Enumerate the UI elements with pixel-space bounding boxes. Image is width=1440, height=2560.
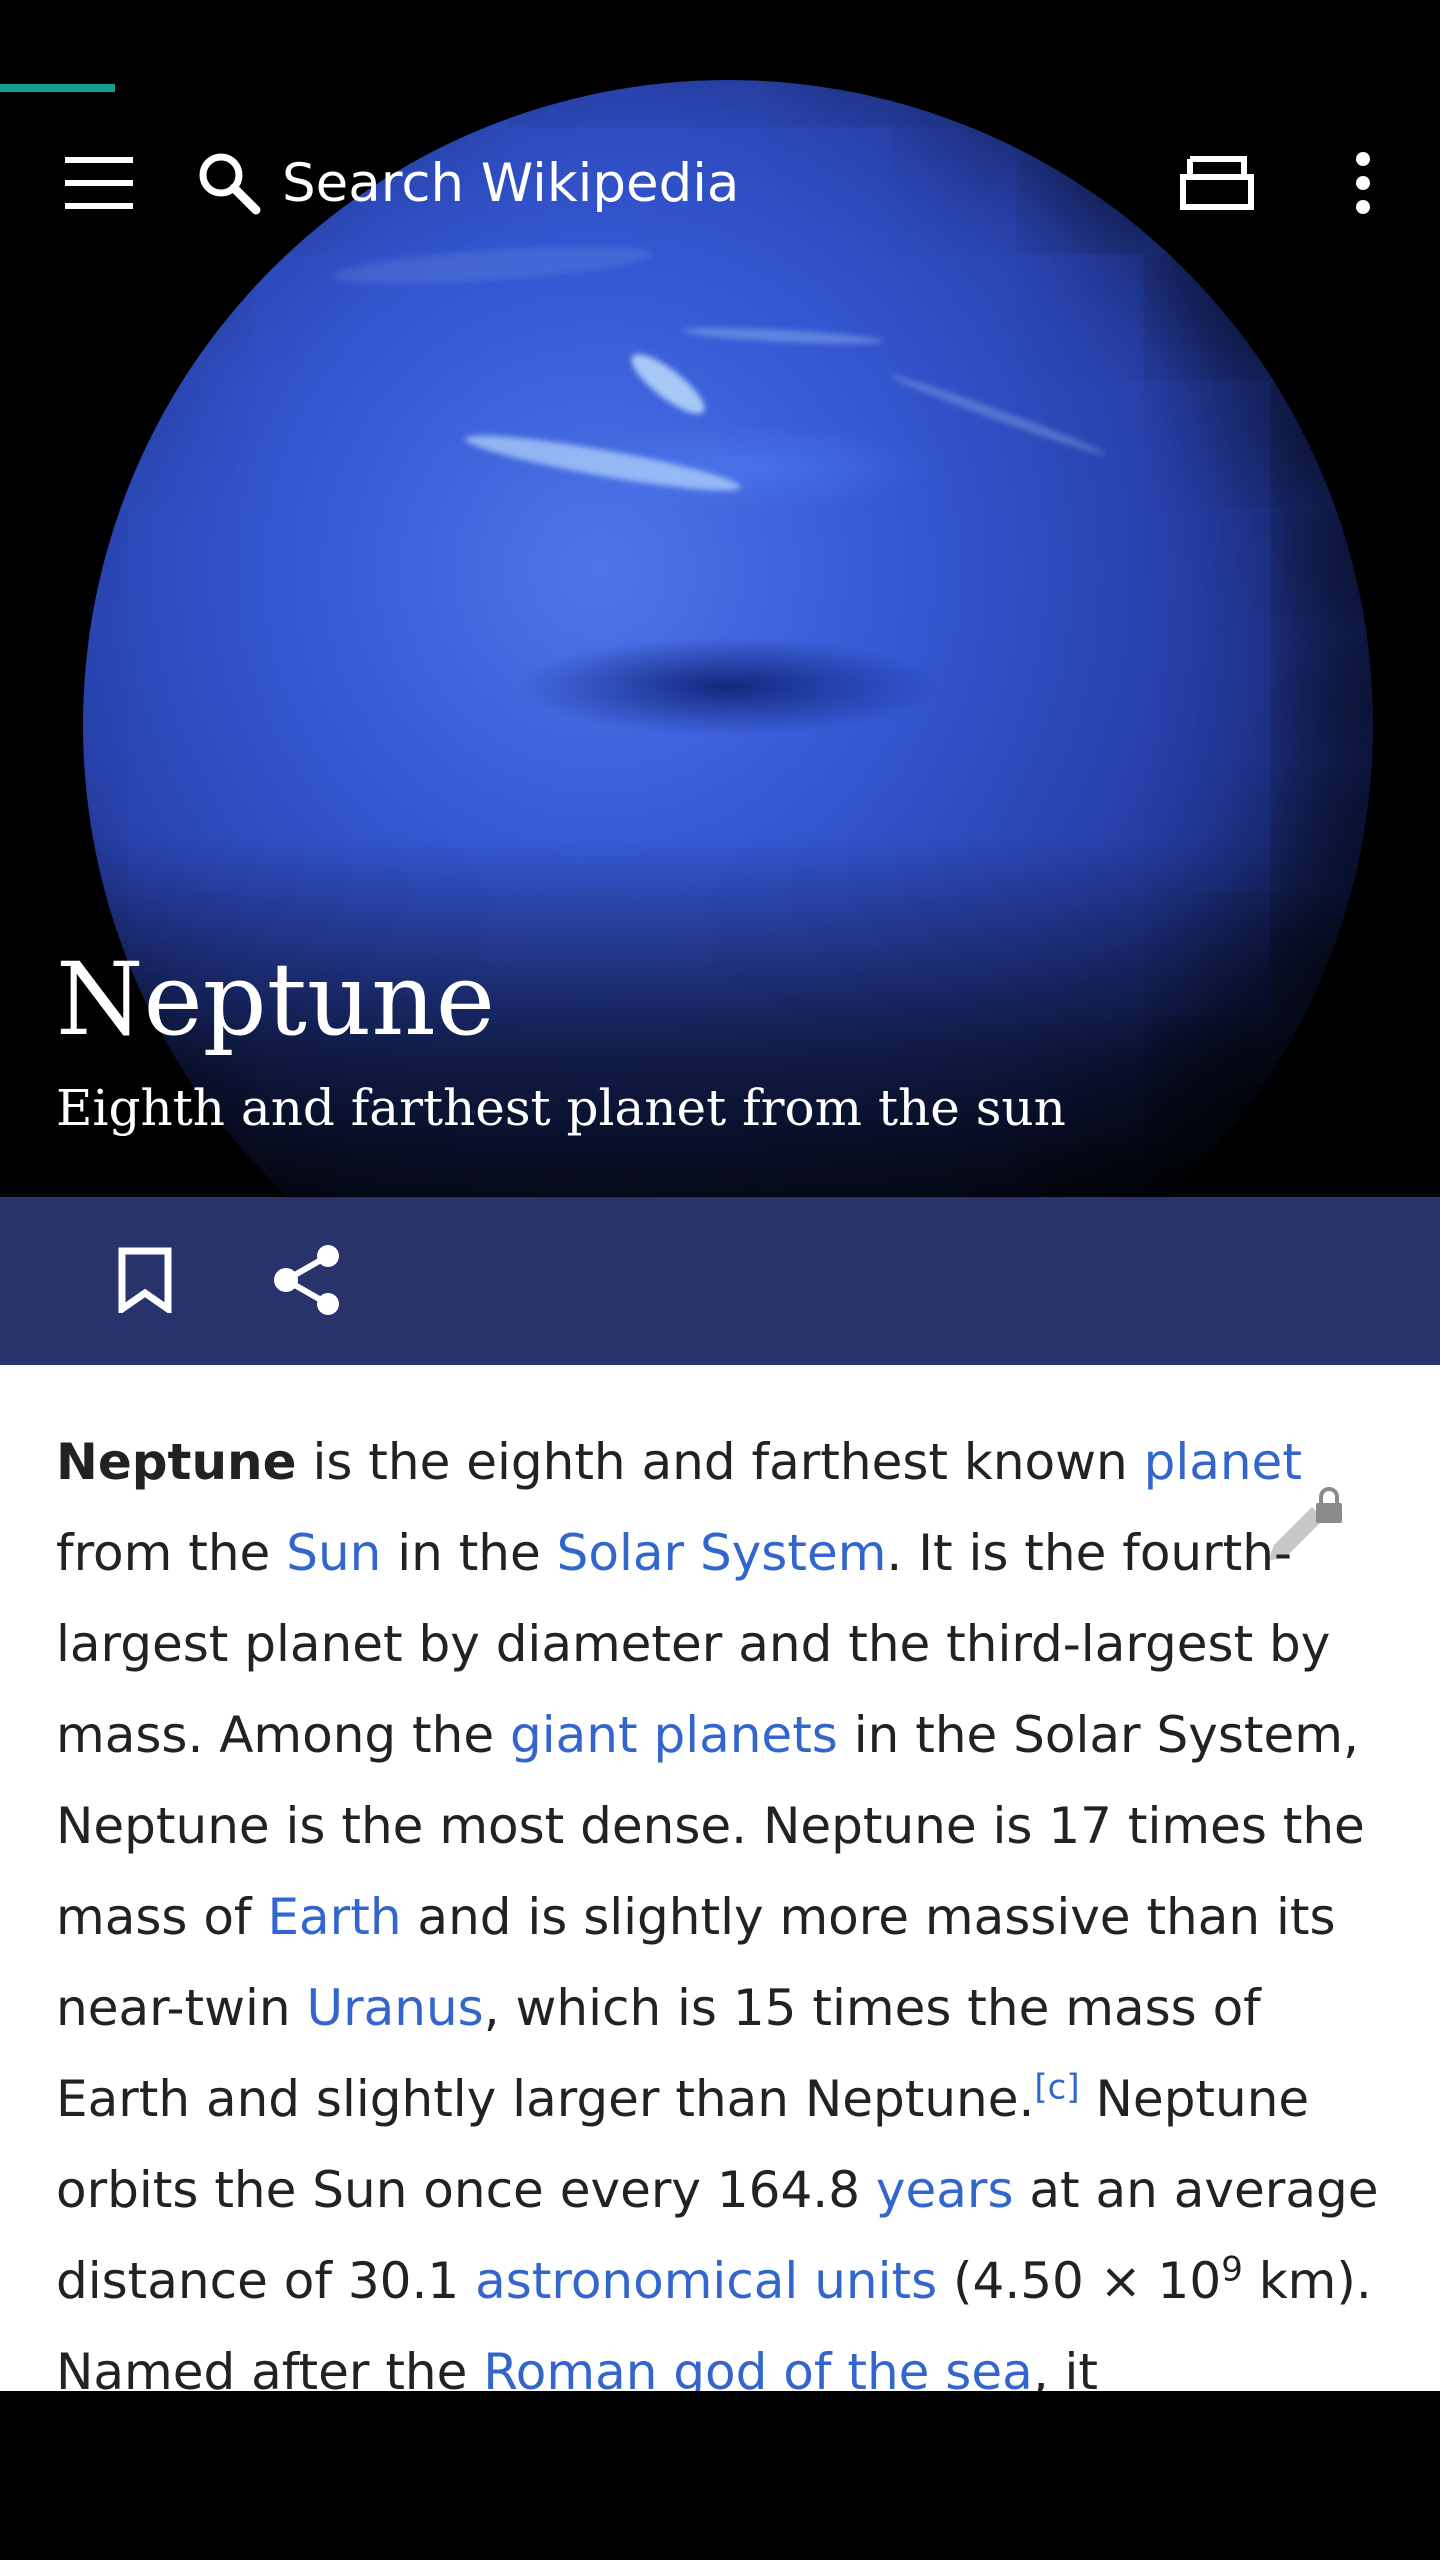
edit-section-button[interactable] bbox=[1260, 1483, 1350, 1573]
link-planet[interactable]: planet bbox=[1143, 1433, 1302, 1491]
share-icon bbox=[274, 1245, 339, 1315]
share-button[interactable] bbox=[262, 1235, 352, 1325]
link-years[interactable]: years bbox=[875, 2161, 1014, 2219]
text-span: in the Solar System, Neptune is the most… bbox=[56, 1706, 1365, 1946]
tabs-button[interactable] bbox=[1172, 138, 1262, 228]
link-earth[interactable]: Earth bbox=[267, 1888, 402, 1946]
link-roman-god-of-the-sea[interactable]: Roman god of the sea bbox=[483, 2343, 1033, 2391]
article-subject: Neptune bbox=[56, 1433, 297, 1491]
text-span: in the bbox=[381, 1524, 557, 1582]
search-bar[interactable]: Search Wikipedia bbox=[196, 138, 756, 228]
page-description: Eighth and farthest planet from the sun bbox=[56, 1079, 1066, 1137]
navigation-bar bbox=[0, 2391, 1440, 2560]
text-span: , which is 15 times the mass of Earth an… bbox=[56, 1979, 1261, 2128]
save-bookmark-button[interactable] bbox=[100, 1235, 190, 1325]
text-span: Neptune orbits the Sun once every 164.8 bbox=[56, 2070, 1310, 2219]
text-span: from the bbox=[56, 1524, 287, 1582]
text-span: km). Named after the bbox=[56, 2252, 1372, 2391]
link-giant-planets[interactable]: giant planets bbox=[510, 1706, 838, 1764]
page-title: Neptune bbox=[56, 941, 495, 1058]
tabs-icon bbox=[1180, 156, 1254, 210]
text-span: and is slightly more massive than its ne… bbox=[56, 1888, 1336, 2037]
link-uranus[interactable]: Uranus bbox=[306, 1979, 484, 2037]
hero-gradient bbox=[0, 837, 1440, 1197]
lead-image[interactable] bbox=[0, 0, 1440, 1197]
text-span: (4.50 × 10 bbox=[937, 2252, 1222, 2310]
link-astronomical-units[interactable]: astronomical units bbox=[475, 2252, 938, 2310]
exponent: 9 bbox=[1221, 2249, 1243, 2290]
link-sun[interactable]: Sun bbox=[286, 1524, 382, 1582]
search-placeholder: Search Wikipedia bbox=[282, 152, 740, 214]
menu-icon bbox=[65, 157, 133, 209]
link-solar-system[interactable]: Solar System bbox=[556, 1524, 887, 1582]
loading-progress-bar bbox=[0, 84, 115, 92]
text-span: , it bbox=[1032, 2343, 1099, 2391]
text-span: . It is the fourth-largest planet by dia… bbox=[56, 1524, 1331, 1764]
lead-paragraph: Neptune is the eighth and farthest known… bbox=[56, 1417, 1396, 2391]
article-action-bar bbox=[0, 1197, 1440, 1365]
overflow-icon bbox=[1356, 152, 1370, 214]
overflow-menu-button[interactable] bbox=[1318, 138, 1408, 228]
text-span: at an average distance of 30.1 bbox=[56, 2161, 1379, 2310]
edit-locked-icon bbox=[1268, 1487, 1342, 1561]
menu-button[interactable] bbox=[54, 138, 144, 228]
text-span: is the eighth and farthest known bbox=[296, 1433, 1144, 1491]
reference-link[interactable]: [c] bbox=[1034, 2067, 1080, 2108]
article-content: Neptune is the eighth and farthest known… bbox=[0, 1365, 1440, 2391]
bookmark-icon bbox=[118, 1247, 172, 1313]
search-icon bbox=[199, 153, 261, 215]
